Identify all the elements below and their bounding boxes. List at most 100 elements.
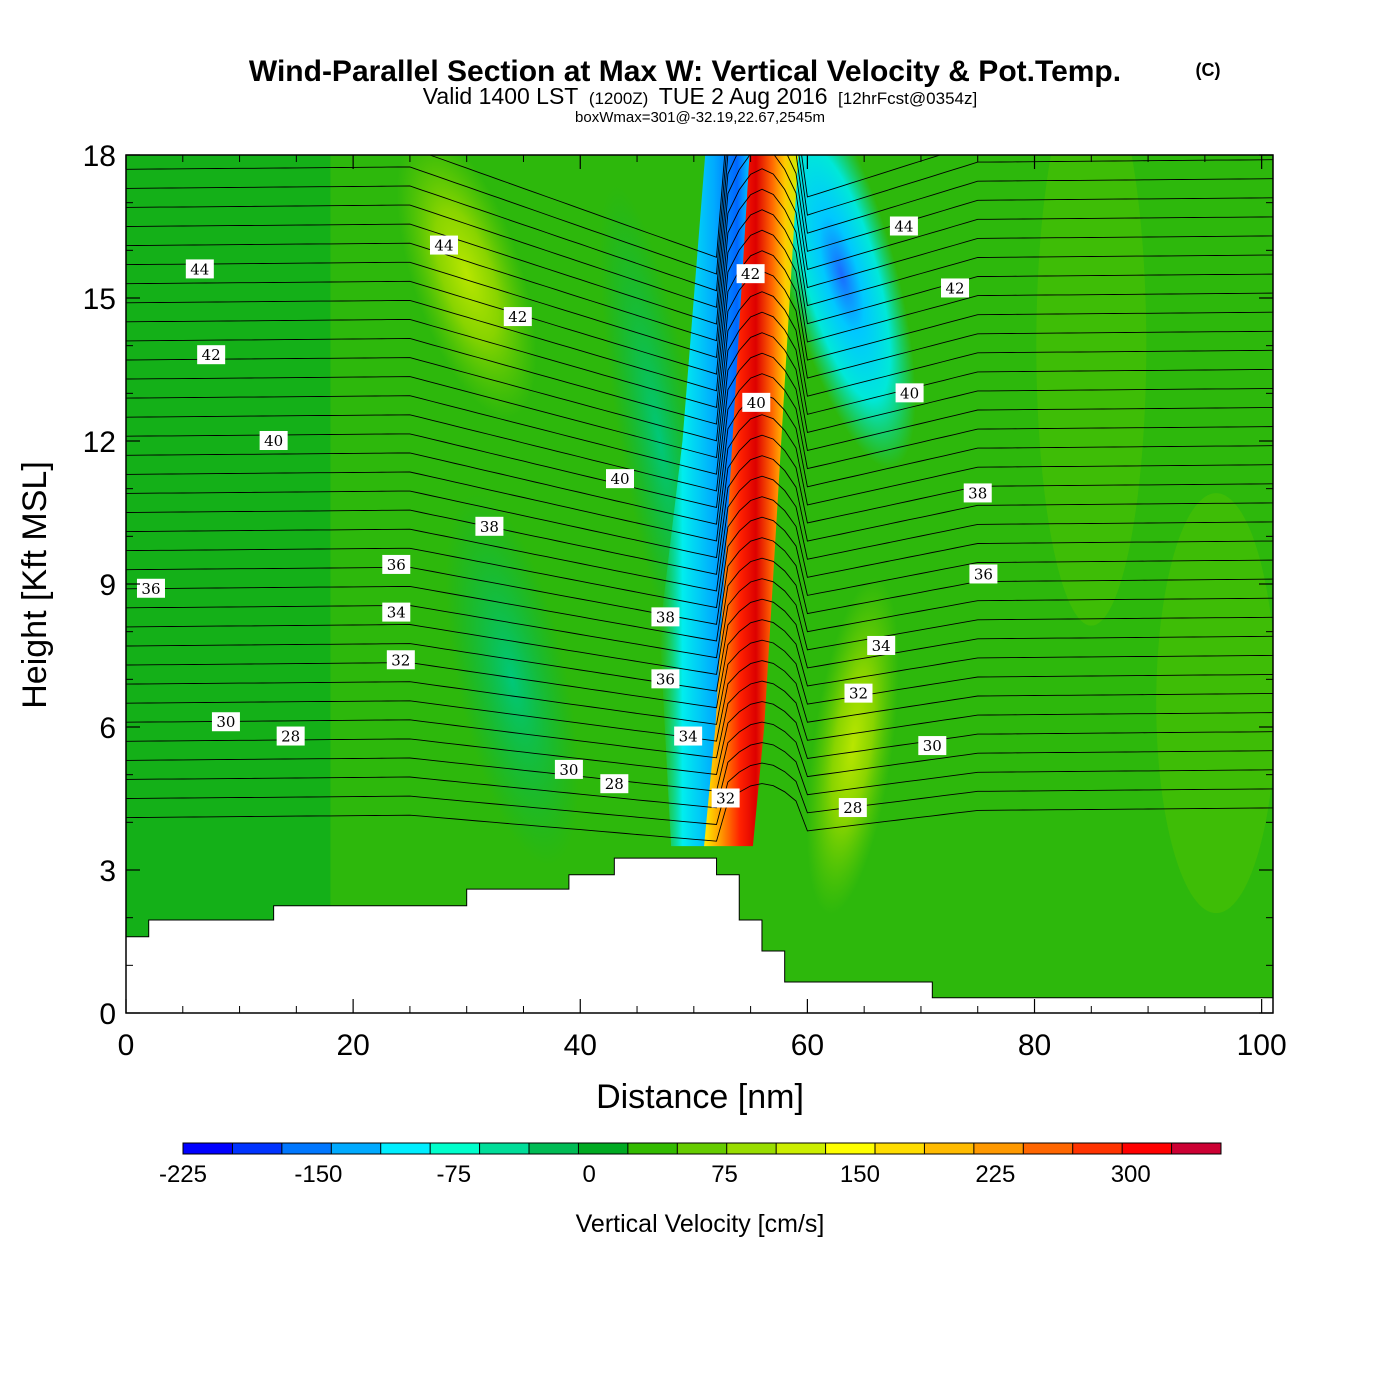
- theta-label-text: 32: [849, 685, 868, 703]
- y-tick-label: 9: [99, 569, 116, 602]
- theta-label: 38: [963, 483, 992, 503]
- theta-label-box: [606, 469, 635, 489]
- terrain-mask: [126, 857, 1273, 1013]
- x-tick-label: 60: [791, 1029, 824, 1062]
- subtitle-date: TUE 2 Aug 2016: [659, 83, 828, 109]
- theta-contour-line: [126, 188, 1273, 358]
- theta-label: 36: [969, 564, 998, 584]
- x-tick-label: 0: [118, 1029, 135, 1062]
- theta-label-text: 36: [656, 670, 675, 688]
- y-tick-label: 6: [99, 712, 116, 745]
- colorbar-swatch: [1072, 1143, 1123, 1154]
- colorbar-swatch: [430, 1143, 481, 1154]
- colorbar-swatch: [380, 1143, 431, 1154]
- contour-labels: 44 44 44 42 42 42 42 40 40 40 40 38 38 38 36 36 36 36 34 34…: [136, 216, 998, 818]
- theta-label: 34: [382, 602, 411, 622]
- theta-label-box: [429, 235, 458, 255]
- colorbar-tick-label: -150: [294, 1161, 342, 1188]
- theta-contour-line: [126, 155, 1273, 292]
- theta-contour-line: [126, 721, 1273, 792]
- theta-label: 36: [382, 554, 411, 574]
- subtitle-valid: Valid 1400 LST: [423, 83, 579, 109]
- theta-contour-line: [126, 537, 1273, 642]
- theta-contour-line: [126, 332, 1273, 475]
- chart-title-mark: (C): [1196, 60, 1221, 80]
- theta-contour-line: [428, 155, 942, 258]
- theta-label-box: [211, 712, 240, 732]
- theta-label-box: [742, 392, 771, 412]
- theta-contour-line: [126, 639, 1273, 725]
- theta-label: 36: [651, 669, 680, 689]
- theta-contour-line: [126, 229, 1273, 392]
- theta-label-box: [711, 788, 740, 808]
- theta-label-box: [651, 669, 680, 689]
- colorbar-tick-label: -225: [159, 1161, 207, 1188]
- colorbar-swatch: [973, 1143, 1024, 1154]
- colorbar-swatch: [825, 1143, 876, 1154]
- theta-contour-line: [126, 434, 1273, 559]
- theta-contour-line: [126, 155, 1273, 325]
- theta-label-box: [969, 564, 998, 584]
- y-tick-label: 18: [83, 140, 116, 173]
- theta-contour-line: [126, 209, 1273, 375]
- colorbar-swatch: [232, 1143, 283, 1154]
- colorbar-swatch: [529, 1143, 579, 1154]
- box-wmax-note: boxWmax=301@-32.19,22.67,2545m: [575, 109, 825, 126]
- colorbar-swatch: [776, 1143, 827, 1154]
- theta-label-box: [941, 278, 970, 298]
- theta-contour-line: [126, 291, 1273, 442]
- theta-label: 40: [259, 431, 288, 450]
- theta-contour-line: [126, 393, 1273, 525]
- colorbar-swatch: [726, 1143, 777, 1154]
- theta-label-text: 34: [679, 728, 698, 746]
- theta-contour-line: [126, 680, 1273, 759]
- theta-label-text: 44: [190, 260, 209, 278]
- chart-title: Wind-Parallel Section at Max W: Vertical…: [249, 55, 1121, 88]
- theta-label-text: 40: [610, 470, 629, 488]
- theta-label-box: [674, 726, 703, 746]
- x-tick-label: 40: [564, 1029, 597, 1062]
- theta-contour-line: [126, 311, 1273, 459]
- theta-label-box: [651, 607, 680, 627]
- theta-label-text: 28: [605, 775, 624, 793]
- theta-contour-line: [126, 783, 1273, 842]
- colorbar-swatch: [1171, 1143, 1222, 1154]
- colorbar-swatch: [1023, 1143, 1074, 1154]
- theta-label-text: 44: [894, 218, 913, 236]
- theta-contour-line: [126, 762, 1273, 825]
- theta-contour-line: [126, 598, 1273, 692]
- theta-label: 38: [475, 516, 504, 536]
- theta-label: 44: [185, 259, 214, 279]
- theta-label: 36: [136, 578, 165, 598]
- subtitle-forecast: [12hrFcst@0354z]: [838, 89, 977, 108]
- x-tick-label: 100: [1237, 1029, 1287, 1062]
- theta-label-text: 42: [945, 279, 964, 297]
- theta-label-text: 32: [716, 790, 735, 808]
- theta-contour-line: [126, 516, 1273, 625]
- colorbar-swatch: [578, 1143, 629, 1154]
- theta-label: 34: [867, 635, 896, 655]
- theta-contour-line: [126, 475, 1273, 592]
- theta-label-box: [963, 483, 992, 503]
- colorbar-tick-label: 300: [1111, 1161, 1151, 1188]
- colorbar-swatch: [627, 1143, 678, 1154]
- theta-label: 40: [895, 383, 924, 403]
- colorbar-tick-label: 150: [840, 1161, 880, 1188]
- theta-label-text: 36: [387, 556, 406, 574]
- theta-label-text: 32: [391, 651, 410, 669]
- theta-contour-line: [126, 168, 1273, 342]
- chart-titles: Wind-Parallel Section at Max W: Vertical…: [249, 55, 1221, 126]
- colorbar-frame: [182, 1142, 1222, 1155]
- theta-label-text: 42: [508, 308, 527, 326]
- field-lime-east: [1036, 155, 1147, 626]
- theta-contour-line: [126, 352, 1273, 492]
- theta-label: 30: [918, 736, 947, 756]
- theta-label-text: 30: [923, 737, 942, 755]
- colorbar-swatch: [281, 1143, 332, 1154]
- theta-label-text: 44: [434, 237, 453, 255]
- colorbar-swatch: [479, 1143, 530, 1154]
- theta-contour-line: [126, 496, 1273, 609]
- theta-label-box: [867, 635, 896, 655]
- theta-label-text: 42: [741, 265, 760, 283]
